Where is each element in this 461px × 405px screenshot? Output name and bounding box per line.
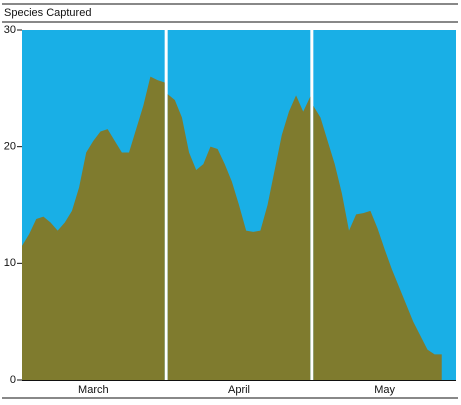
chart-title: Species Captured (4, 7, 91, 19)
area (167, 94, 311, 381)
y-tick-label: 30 (4, 24, 16, 36)
x-tick-label: April (228, 384, 250, 396)
y-tick-label: 0 (10, 374, 16, 386)
x-tick-label: May (374, 384, 395, 396)
x-tick-label: March (78, 384, 109, 396)
area (313, 105, 442, 380)
y-tick-label: 10 (4, 257, 16, 269)
y-tick-label: 20 (4, 141, 16, 153)
area (22, 76, 165, 381)
